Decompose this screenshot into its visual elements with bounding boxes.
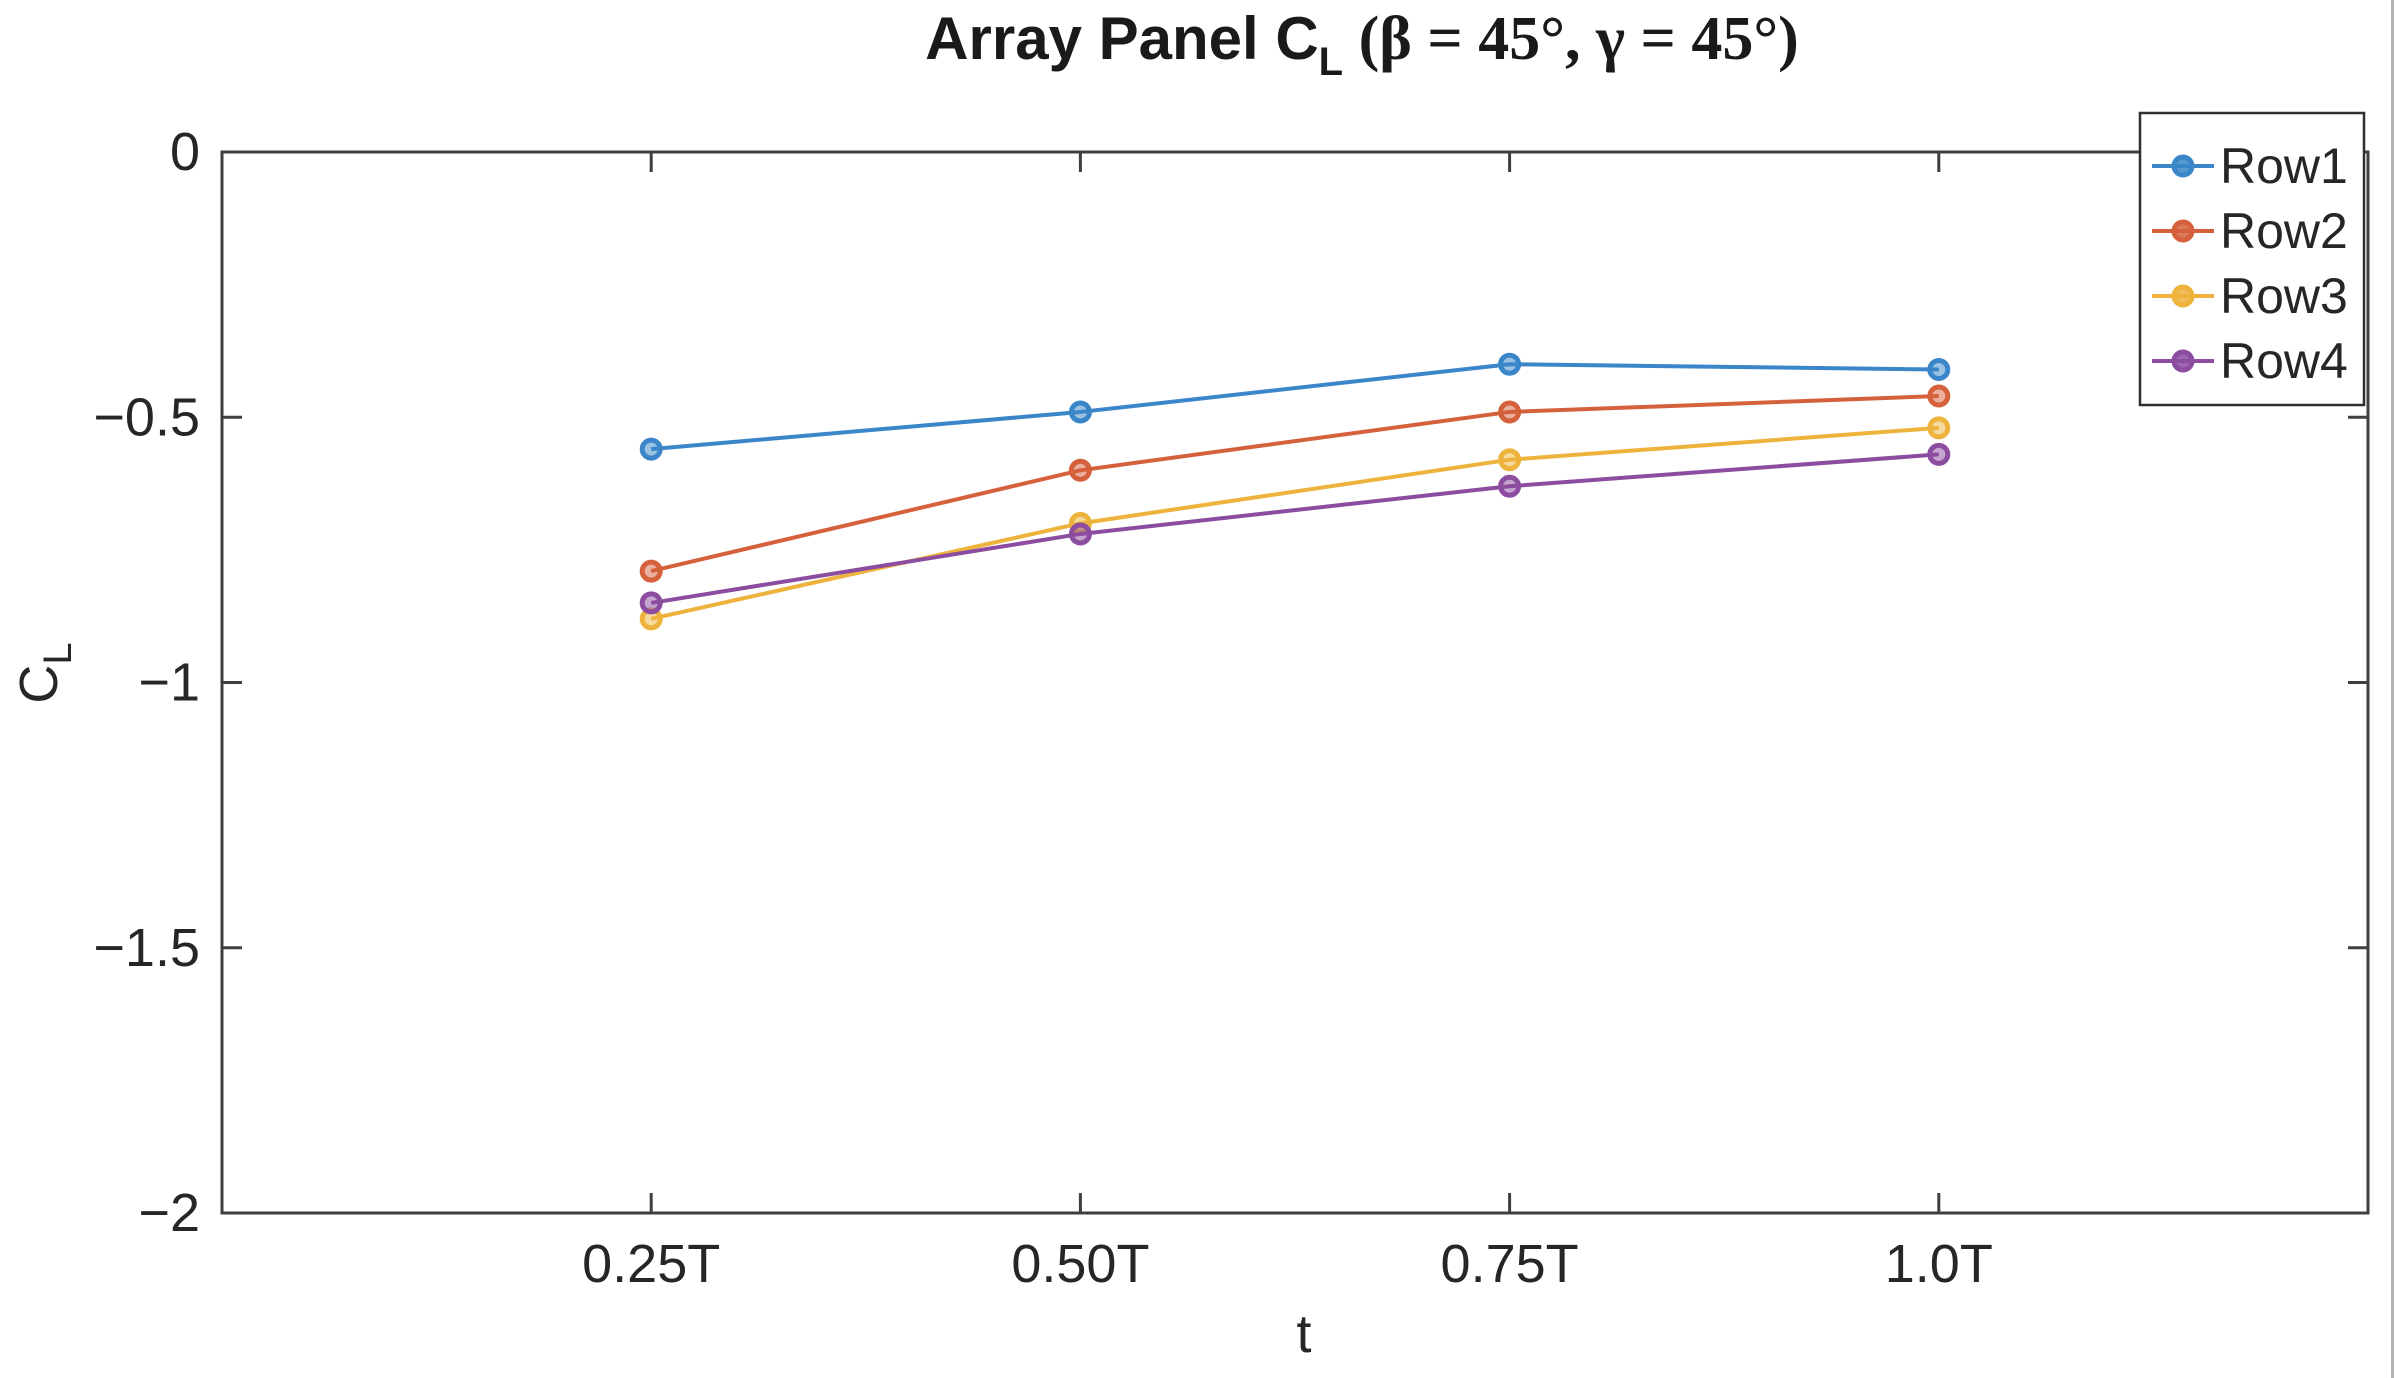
y-tick-label: −2 bbox=[138, 1183, 200, 1243]
legend-label: Row4 bbox=[2220, 333, 2348, 389]
data-marker-row2 bbox=[1498, 400, 1522, 424]
legend-label: Row1 bbox=[2220, 138, 2348, 194]
right-edge-line bbox=[2391, 0, 2394, 1378]
y-tick-label: 0 bbox=[170, 122, 200, 182]
legend-label: Row2 bbox=[2220, 203, 2348, 259]
legend-swatch-marker bbox=[2171, 219, 2195, 243]
data-marker-row2 bbox=[639, 559, 663, 583]
legend-swatch-marker bbox=[2171, 349, 2195, 373]
series-line-row1 bbox=[651, 362, 1939, 452]
data-marker-row4 bbox=[1498, 474, 1522, 498]
series-line-row2 bbox=[650, 394, 1939, 574]
axes-box bbox=[220, 150, 2370, 1215]
title-text: Array Panel C bbox=[925, 5, 1319, 72]
legend-item-row4: Row4 bbox=[2152, 333, 2348, 389]
data-marker-row1 bbox=[639, 437, 663, 461]
legend-label: Row3 bbox=[2220, 268, 2348, 324]
data-marker-row3 bbox=[1927, 416, 1951, 440]
y-tick-label: −0.5 bbox=[93, 387, 200, 447]
x-tick-label: 1.0T bbox=[1885, 1234, 1993, 1294]
series-line-row4 bbox=[650, 452, 1939, 605]
chart-title: Array Panel CL (β = 45°, γ = 45°) bbox=[925, 0, 1799, 101]
legend-swatch-marker bbox=[2171, 154, 2195, 178]
data-marker-row2 bbox=[1068, 458, 1092, 482]
data-marker-row4 bbox=[1068, 522, 1092, 546]
title-subscript: L bbox=[1318, 40, 1344, 84]
legend: Row1 Row2 Row3 Row4 bbox=[2138, 111, 2366, 407]
data-marker-row1 bbox=[1927, 358, 1951, 382]
y-tick-label: −1 bbox=[138, 653, 200, 713]
legend-item-row1: Row1 bbox=[2152, 138, 2348, 194]
legend-swatch-marker bbox=[2171, 284, 2195, 308]
data-marker-row2 bbox=[1927, 384, 1951, 408]
data-marker-row1 bbox=[1068, 400, 1092, 424]
x-tick-label: 0.75T bbox=[1441, 1234, 1579, 1294]
data-marker-row3 bbox=[1498, 448, 1522, 472]
data-marker-row4 bbox=[639, 591, 663, 615]
data-marker-row4 bbox=[1927, 442, 1951, 466]
legend-item-row3: Row3 bbox=[2152, 268, 2348, 324]
x-axis-label: t bbox=[1296, 1304, 1311, 1364]
x-tick-label: 0.50T bbox=[1011, 1234, 1149, 1294]
y-tick-label: −1.5 bbox=[93, 918, 200, 978]
title-math: (β = 45°, γ = 45°) bbox=[1343, 5, 1799, 73]
x-tick-label: 0.25T bbox=[582, 1234, 720, 1294]
series-line-row3 bbox=[650, 425, 1939, 621]
data-marker-row1 bbox=[1498, 352, 1522, 376]
legend-item-row2: Row2 bbox=[2152, 203, 2348, 259]
